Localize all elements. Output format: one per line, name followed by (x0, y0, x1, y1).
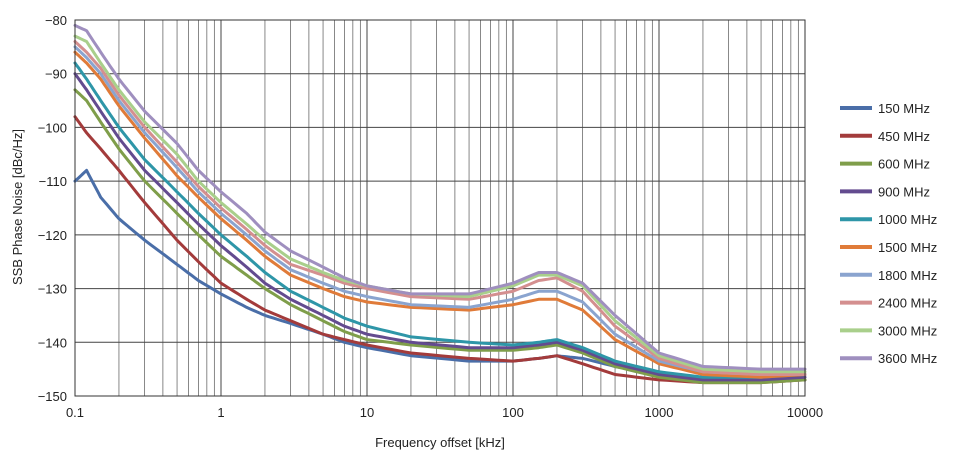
x-tick-label: 10 (360, 405, 374, 420)
legend-label: 1800 MHz (878, 268, 937, 283)
x-tick-label: 0.1 (66, 405, 84, 420)
legend: 150 MHz 450 MHz 600 MHz 900 MHz 1000 MHz 1500… (840, 101, 937, 366)
plot-frame (74, 19, 806, 397)
y-tick-label: −110 (39, 174, 67, 189)
x-tick-label: 1 (217, 405, 224, 420)
legend-label: 3000 MHz (878, 323, 937, 338)
series-line (73, 61, 807, 379)
series-line (73, 88, 807, 385)
y-tick-label: −90 (45, 67, 67, 82)
legend-label: 2400 MHz (878, 296, 937, 311)
y-tick-label: −140 (38, 335, 67, 350)
y-tick-label: −100 (38, 120, 67, 135)
y-tick-label: −150 (38, 389, 67, 404)
y-axis-label: SSB Phase Noise [dBc/Hz] (10, 129, 25, 285)
x-tick-labels: 0.1 1 10 100 1000 10000 (66, 405, 823, 420)
x-tick-label: 100 (502, 405, 524, 420)
legend-label: 1000 MHz (878, 212, 937, 227)
y-tick-label: −120 (38, 228, 67, 243)
plot-border (74, 19, 806, 397)
legend-label: 600 MHz (878, 157, 930, 172)
x-axis-label: Frequency offset [kHz] (375, 435, 505, 450)
series-line (73, 45, 807, 376)
series-line (73, 115, 807, 385)
series-line (73, 34, 807, 374)
x-tick-label: 1000 (645, 405, 674, 420)
legend-label: 450 MHz (878, 129, 930, 144)
y-tick-label: −80 (45, 13, 67, 28)
series-line (73, 72, 807, 382)
series-line (73, 50, 807, 379)
series-line (73, 23, 807, 371)
legend-label: 1500 MHz (878, 240, 937, 255)
series-lines (73, 23, 807, 385)
series-line (73, 40, 807, 376)
legend-label: 150 MHz (878, 101, 930, 116)
y-tick-label: −130 (38, 282, 67, 297)
x-tick-label: 10000 (787, 405, 823, 420)
legend-label: 3600 MHz (878, 351, 937, 366)
y-tick-labels: −150 −140 −130 −120 −110 −100 −90 −80 (38, 13, 67, 404)
legend-label: 900 MHz (878, 184, 930, 199)
